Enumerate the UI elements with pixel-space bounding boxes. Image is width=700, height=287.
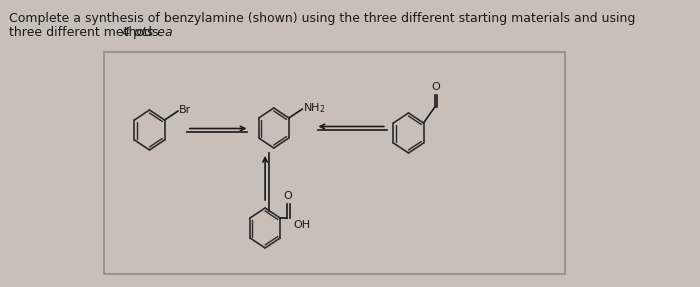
Text: 4 pts ea: 4 pts ea [122,26,172,39]
Text: NH$_2$: NH$_2$ [303,101,326,115]
Text: three different methods.: three different methods. [8,26,166,39]
Text: Complete a synthesis of benzylamine (shown) using the three different starting m: Complete a synthesis of benzylamine (sho… [8,12,635,25]
Text: O: O [431,82,440,92]
Text: O: O [284,191,293,201]
Bar [104,52,565,274]
Text: OH: OH [293,220,310,230]
Text: Br: Br [179,105,191,115]
